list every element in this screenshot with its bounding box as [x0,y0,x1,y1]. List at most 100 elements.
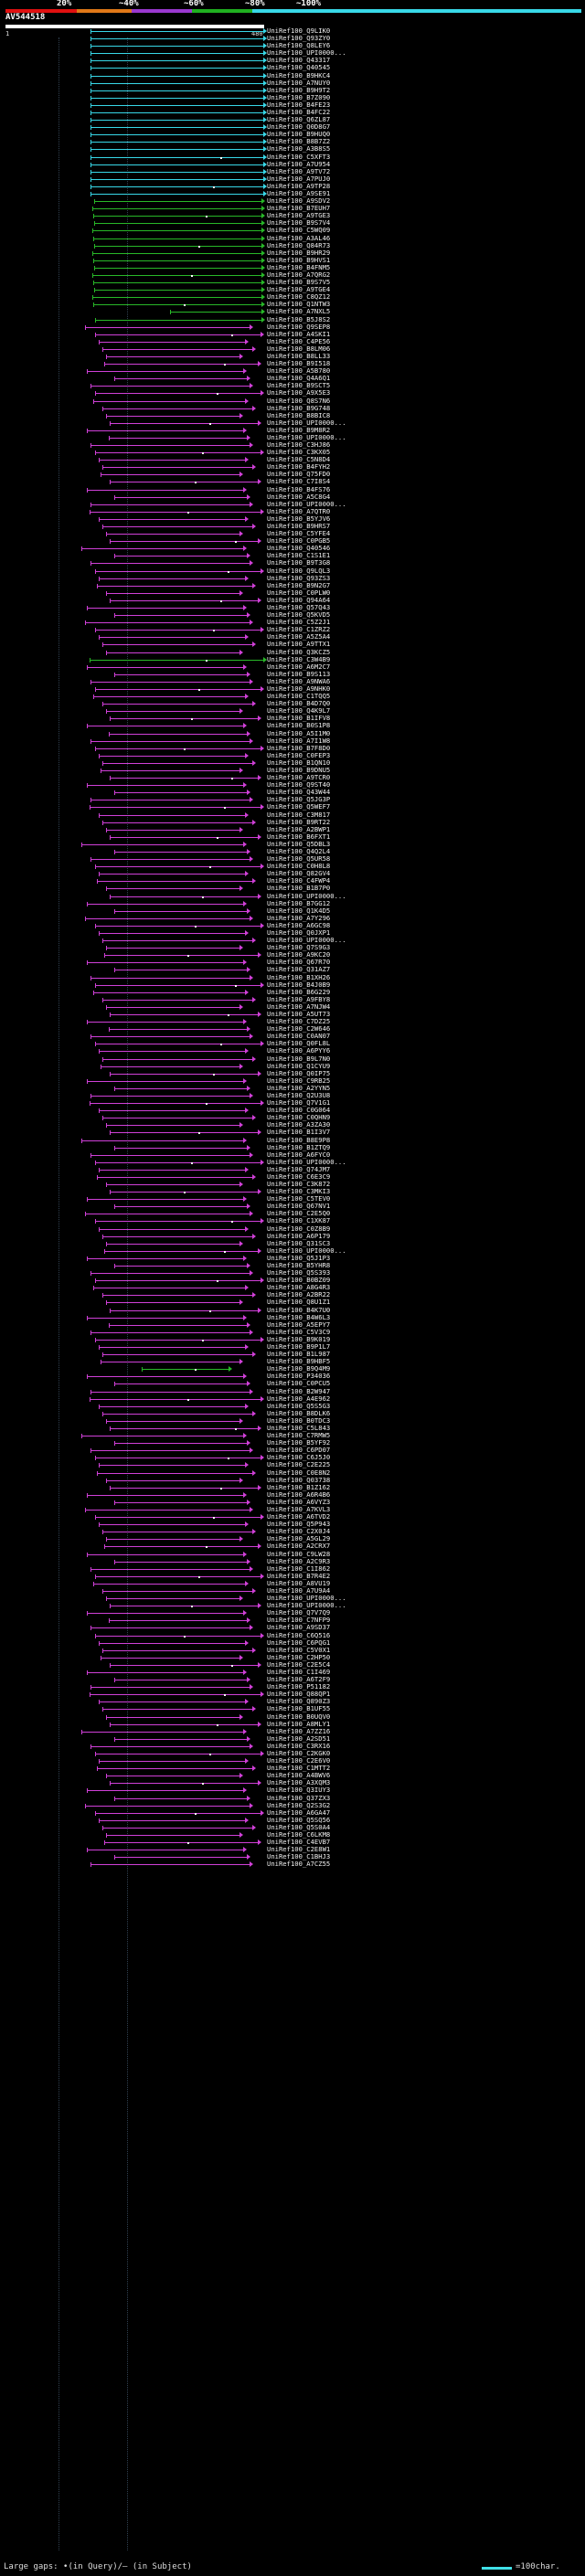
hit-label[interactable]: UniRef100_Q1CYU9 [267,1062,331,1070]
hit-label[interactable]: UniRef100_A7NXL5 [267,307,331,315]
hit-label[interactable]: UniRef100_UPI0000... [267,1158,346,1166]
hit-label[interactable]: UniRef100_Q37ZX3 [267,1794,331,1802]
hit-label[interactable]: UniRef100_A4E962 [267,1394,331,1403]
hit-label[interactable]: UniRef100_C7DZ25 [267,1017,331,1025]
hit-label[interactable]: UniRef100_B9HVS1 [267,256,331,264]
hit-label[interactable]: UniRef100_Q3KCZ5 [267,648,331,656]
hit-label[interactable]: UniRef100_B9HUQ0 [267,130,331,138]
hit-label[interactable]: UniRef100_A9FBY8 [267,995,331,1003]
hit-label[interactable]: UniRef100_C2E225 [267,1460,331,1468]
hit-label[interactable]: UniRef100_C1MTT2 [267,1764,331,1772]
hit-label[interactable]: UniRef100_P34036 [267,1372,331,1380]
hit-label[interactable]: UniRef100_A9TV72 [267,167,331,175]
hit-label[interactable]: UniRef100_B1L987 [267,1350,331,1358]
hit-label[interactable]: UniRef100_C2KGK0 [267,1749,331,1757]
hit-label[interactable]: UniRef100_C0H8L8 [267,862,331,870]
hit-label[interactable]: UniRef100_A7I1W8 [267,737,331,745]
hit-label[interactable]: UniRef100_B6FXT1 [267,832,331,841]
hit-label[interactable]: UniRef100_C5WQ09 [267,226,331,234]
hit-label[interactable]: UniRef100_Q4A6Q1 [267,374,331,382]
hit-label[interactable]: UniRef100_B9HR29 [267,249,331,257]
hit-label[interactable]: UniRef100_C6Q516 [267,1631,331,1639]
hit-label[interactable]: UniRef100_A6GC98 [267,921,331,929]
hit-label[interactable]: UniRef100_A5GL29 [267,1534,331,1542]
hit-label[interactable]: UniRef100_B4J0B9 [267,981,331,989]
hit-label[interactable]: UniRef100_B4W6L3 [267,1313,331,1321]
hit-label[interactable]: UniRef100_B9S113 [267,670,331,678]
hit-label[interactable]: UniRef100_Q74JM7 [267,1165,331,1173]
hit-label[interactable]: UniRef100_Q57Q43 [267,603,331,611]
hit-label[interactable]: UniRef100_C0QHN9 [267,1113,331,1121]
hit-label[interactable]: UniRef100_B1Z162 [267,1483,331,1491]
hit-label[interactable]: UniRef100_UPI0000... [267,892,346,900]
hit-label[interactable]: UniRef100_A6FYC0 [267,1150,331,1159]
hit-label[interactable]: UniRef100_B5YHR8 [267,1261,331,1269]
hit-label[interactable]: UniRef100_A8MLY1 [267,1720,331,1728]
hit-label[interactable]: UniRef100_C1ZRZ2 [267,625,331,633]
hit-label[interactable]: UniRef100_Q8U1Z1 [267,1298,331,1306]
hit-label[interactable]: UniRef100_B9I518 [267,359,331,367]
hit-label[interactable]: UniRef100_Q67NV1 [267,1202,331,1210]
hit-label[interactable]: UniRef100_A9NWA6 [267,677,331,685]
hit-label[interactable]: UniRef100_B9T3G8 [267,558,331,567]
hit-label[interactable]: UniRef100_Q43W44 [267,788,331,796]
hit-label[interactable]: UniRef100_A3B8S5 [267,144,331,153]
hit-label[interactable]: UniRef100_A3XQM3 [267,1778,331,1786]
hit-label[interactable]: UniRef100_A7U9A4 [267,1586,331,1595]
hit-label[interactable]: UniRef100_B4FNM5 [267,263,331,271]
hit-label[interactable]: UniRef100_A7Y296 [267,914,331,922]
hit-label[interactable]: UniRef100_A3ZA30 [267,1120,331,1129]
hit-label[interactable]: UniRef100_Q1K4D5 [267,906,331,915]
hit-label[interactable]: UniRef100_Q9LIK0 [267,27,331,35]
hit-label[interactable]: UniRef100_B7R4E2 [267,1572,331,1580]
hit-label[interactable]: UniRef100_A9SDV2 [267,196,331,205]
hit-label[interactable]: UniRef100_B1I3V7 [267,1128,331,1136]
hit-label[interactable]: UniRef100_B8B7Z2 [267,137,331,145]
hit-label[interactable]: UniRef100_A2BWP1 [267,825,331,833]
hit-label[interactable]: UniRef100_A7QRG2 [267,270,331,279]
hit-label[interactable]: UniRef100_B8LL33 [267,352,331,360]
hit-label[interactable]: UniRef100_B2W947 [267,1387,331,1395]
hit-label[interactable]: UniRef100_B9HRS7 [267,522,331,530]
hit-label[interactable]: UniRef100_A5I1M0 [267,729,331,737]
hit-label[interactable]: UniRef100_Q94A64 [267,596,331,604]
hit-label[interactable]: UniRef100_B8E9P8 [267,1136,331,1144]
hit-label[interactable]: UniRef100_C0PCU5 [267,1379,331,1387]
hit-label[interactable]: UniRef100_Q0JXP1 [267,928,331,937]
hit-label[interactable]: UniRef100_C3M817 [267,811,331,819]
hit-label[interactable]: UniRef100_B0UQV0 [267,1712,331,1721]
hit-label[interactable]: UniRef100_A8VU19 [267,1579,331,1587]
hit-label[interactable]: UniRef100_A2YYN5 [267,1084,331,1092]
hit-label[interactable]: UniRef100_Q0FL8L [267,1039,331,1047]
hit-label[interactable]: UniRef100_B1XH26 [267,973,331,981]
hit-label[interactable]: UniRef100_B4K7U0 [267,1306,331,1314]
hit-label[interactable]: UniRef100_A4SKI1 [267,330,331,338]
hit-label[interactable]: UniRef100_C5L843 [267,1424,331,1432]
hit-label[interactable]: UniRef100_A5EPY7 [267,1320,331,1329]
hit-label[interactable]: UniRef100_Q03738 [267,1476,331,1484]
hit-label[interactable]: UniRef100_C2E5Q0 [267,1209,331,1217]
hit-label[interactable]: UniRef100_Q7V7Q9 [267,1608,331,1617]
hit-label[interactable]: UniRef100_A7NJW4 [267,1002,331,1011]
hit-label[interactable]: UniRef100_C8QZ12 [267,292,331,301]
hit-label[interactable]: UniRef100_B7Z090 [267,93,331,101]
hit-label[interactable]: UniRef100_C4PE56 [267,337,331,345]
hit-label[interactable]: UniRef100_B9S7V5 [267,278,331,286]
hit-label[interactable]: UniRef100_UPI0000... [267,936,346,944]
hit-label[interactable]: UniRef100_C2X0J4 [267,1527,331,1535]
hit-label[interactable]: UniRef100_B9RT22 [267,818,331,826]
hit-label[interactable]: UniRef100_Q5DBL3 [267,840,331,848]
hit-label[interactable]: UniRef100_A2SD51 [267,1734,331,1743]
hit-label[interactable]: UniRef100_C5V3C9 [267,1328,331,1336]
hit-label[interactable]: UniRef100_Q5JG3P [267,795,331,803]
hit-label[interactable]: UniRef100_B4FS76 [267,485,331,493]
hit-label[interactable]: UniRef100_C6LKM8 [267,1830,331,1839]
hit-label[interactable]: UniRef100_B1IFV8 [267,714,331,722]
hit-label[interactable]: UniRef100_UPI0000... [267,1601,346,1609]
hit-label[interactable]: UniRef100_A9SE91 [267,189,331,197]
hit-label[interactable]: UniRef100_B1B7P0 [267,884,331,892]
hit-label[interactable]: UniRef100_Q7S9G3 [267,943,331,951]
hit-label[interactable]: UniRef100_B8BIC8 [267,411,331,419]
hit-label[interactable]: UniRef100_C2E8W1 [267,1845,331,1853]
hit-label[interactable]: UniRef100_Q31SC3 [267,1239,331,1247]
